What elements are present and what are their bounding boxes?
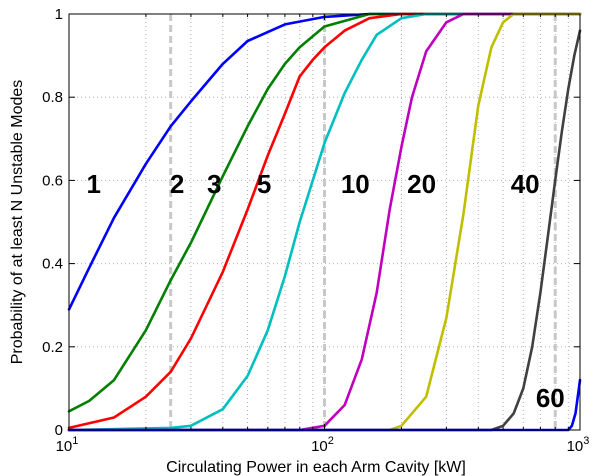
series-curves: [67, 12, 582, 432]
axis-ticks: [68, 13, 581, 431]
series-label-3: 3: [207, 169, 221, 199]
x-tick-label: 103: [567, 435, 590, 455]
y-tick-label: 0.2: [42, 339, 63, 356]
x-tick-label: 101: [56, 435, 79, 455]
y-tick-label: 0.8: [42, 89, 63, 106]
y-tick-label: 0.4: [42, 256, 63, 273]
series-line-2: [67, 12, 582, 413]
y-tick-label: 1: [55, 6, 63, 23]
reference-lines: [169, 14, 557, 430]
series-line-3: [67, 12, 582, 430]
series-label-5: 5: [257, 169, 271, 199]
x-tick-labels: 101 102 103: [56, 435, 590, 455]
series-labels: 1 2 3 5 10 20 40 60: [87, 169, 565, 413]
y-tick-labels: 0 0.2 0.4 0.6 0.8 1: [42, 6, 63, 439]
series-label-10: 10: [341, 169, 370, 199]
series-line-5: [67, 12, 582, 432]
series-label-2: 2: [170, 169, 184, 199]
x-axis-label: Circulating Power in each Arm Cavity [kW…: [166, 459, 466, 476]
series-label-60: 60: [536, 383, 565, 413]
x-tick-label: 102: [311, 435, 334, 455]
series-label-1: 1: [87, 169, 101, 199]
series-label-20: 20: [407, 169, 436, 199]
series-label-40: 40: [511, 169, 540, 199]
y-tick-label: 0: [55, 422, 63, 439]
y-axis-label: Probability of at least N Unstable Modes: [9, 80, 26, 365]
y-tick-label: 0.6: [42, 172, 63, 189]
series-line-1: [67, 12, 582, 311]
series-line-40: [67, 29, 582, 432]
series-line-20: [67, 12, 582, 432]
